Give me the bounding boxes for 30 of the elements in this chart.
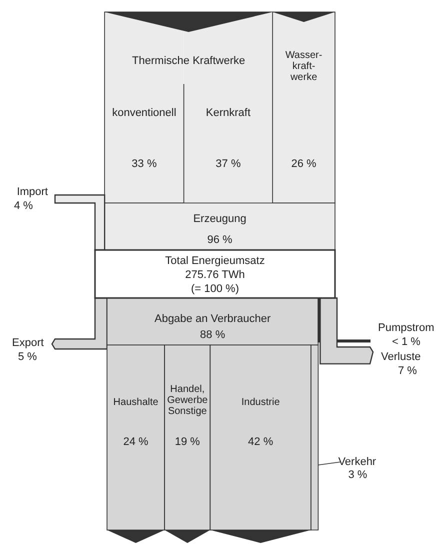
data-label: 26 % <box>291 158 317 170</box>
category-label: Abgabe an Verbraucher <box>154 313 272 325</box>
category-label: Kernkraft <box>206 107 251 119</box>
text: (= 100 %) <box>191 283 239 295</box>
data-label: 96 % <box>207 234 233 246</box>
data-label: 88 % <box>200 329 226 341</box>
data-label: 42 % <box>248 436 274 448</box>
category-label: Industrie <box>241 397 280 408</box>
category-label: Erzeugung <box>193 213 246 225</box>
category-label: Export <box>12 337 44 349</box>
category-label: Haushalte <box>113 397 159 408</box>
data-label: 7 % <box>398 365 418 377</box>
data-label: 37 % <box>216 158 241 170</box>
category-label: Pumpstrom <box>378 322 434 334</box>
data-label: 24 % <box>123 436 149 448</box>
category-label: Import <box>16 186 48 198</box>
data-label: 3 % <box>348 469 368 481</box>
data-label: 19 % <box>174 436 200 448</box>
text: 275.76 TWh <box>185 269 245 281</box>
category-label: Verkehr <box>338 456 376 468</box>
data-label: 33 % <box>132 158 157 170</box>
data-label: 4 % <box>14 200 34 212</box>
text: Thermische Kraftwerke <box>132 55 246 67</box>
category-label: Wasser- kraft- werke <box>285 50 322 83</box>
category-label: Handel, Gewerbe Sonstige <box>167 384 208 417</box>
category-label: konventionell <box>112 107 176 119</box>
text: Total Energieumsatz <box>165 255 265 267</box>
data-label: 5 % <box>18 351 38 363</box>
category-label: Verluste <box>381 351 421 363</box>
data-label: < 1 % <box>392 336 421 348</box>
